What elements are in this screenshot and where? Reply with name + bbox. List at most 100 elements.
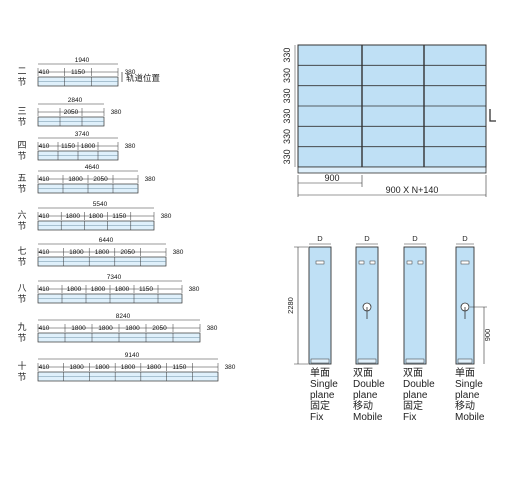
row-label-char: 四 [17,140,26,150]
caption-line: 移动 [455,401,475,412]
segment-dim-value: 380 [125,69,136,76]
handle-height-value: 900 [483,329,492,342]
segment-dim-value: 2050 [93,176,108,183]
total-dim-value: 7340 [107,274,122,281]
segment-dim-value: 1150 [112,213,126,220]
total-dim-value: 6440 [99,237,114,244]
depth-label: D [364,234,370,243]
segment-dim-value: 410 [39,143,50,150]
depth-label: D [412,234,418,243]
segment-dim-value: 1800 [89,213,104,220]
total-dim-value: 4640 [85,164,100,171]
row-label-char: 十 [17,360,26,371]
segment-dim-value: 1800 [98,325,113,332]
unit-caption-double-fix: 双面 Double plane 固定 Fix [403,368,435,423]
row-label-char: 六 [17,209,26,220]
segment-dim-value: 2050 [152,325,167,332]
caption-line: 单面 [310,368,330,379]
segment-dim-value: 1800 [125,325,140,332]
caption-line: Single [455,379,483,390]
segment-dim-value: 1800 [67,286,82,293]
segment-dim-value: 1800 [95,364,110,371]
row-label-char: 节 [17,77,26,87]
cabinet-base [297,166,487,174]
segment-dim-value: 1800 [69,364,84,371]
slot-icon [460,260,470,265]
segment-dim-value: 380 [161,213,172,220]
row-label-char: 七 [17,246,26,256]
segment-dim-value: 1800 [66,213,81,220]
unit-caption-single-fix: 单面 Single plane 固定 Fix [310,368,338,423]
caption-line: plane [403,390,428,401]
caption-line: 固定 [310,401,330,412]
segment-dim-value: 410 [39,364,50,371]
segment-dim-value: 1800 [146,364,161,371]
caption-line: Mobile [455,412,485,423]
row-label-char: 节 [17,333,26,343]
caption-line: 移动 [353,401,373,412]
row-height-label: 330 [282,48,292,63]
total-dim-value: 8240 [116,313,131,320]
rail-note-text: 轨道位置 [126,73,161,83]
segment-dim-value: 2050 [64,109,79,116]
row-label-char: 节 [17,117,26,127]
drive-handle-icon [489,109,496,122]
side-base [357,358,377,364]
segment-dim-value: 410 [39,286,50,293]
slot-icon [417,260,424,265]
segment-dim-value: 1800 [115,286,130,293]
total-dim-value: 1940 [75,57,90,64]
cabinet-side-panel [308,246,332,365]
total-dim-value: 9140 [125,352,140,359]
row-label-char: 节 [17,184,26,194]
segment-dim-value: 1800 [69,249,84,256]
segment-dim-value: 1800 [121,364,136,371]
overall-width-value: 900 X N+140 [386,185,439,195]
segment-dim-value: 380 [145,176,156,183]
unit-caption-single-mobile: 单面 Single plane 移动 Mobile [455,368,484,423]
row-label-char: 节 [17,372,26,382]
row-label-char: 九 [17,322,26,332]
row-label-char: 节 [17,221,26,231]
slot-icon [315,260,325,265]
row-height-label: 330 [282,88,292,103]
total-dim-value: 3740 [75,131,90,138]
segment-dim-value: 1800 [91,286,106,293]
row-label-char: 二 [17,66,26,76]
caption-line: plane [310,390,335,401]
cabinet-side-panel [403,246,427,365]
segment-dim-value: 1800 [95,249,110,256]
height-dim-value: 2280 [286,297,295,314]
segment-dim-value: 1150 [61,143,75,150]
caption-line: plane [353,390,378,401]
segment-dim-value: 380 [225,364,236,371]
segment-dim-value: 1800 [81,143,96,150]
segment-dim-value: 1150 [139,286,153,293]
segment-dim-value: 380 [173,249,184,256]
segment-dim-value: 410 [39,69,50,76]
caption-line: Single [310,379,338,390]
row-height-label: 330 [282,149,292,164]
caption-line: 双面 [353,368,373,379]
segment-dim-value: 380 [189,286,200,293]
row-height-label: 330 [282,129,292,144]
slot-icon [406,260,413,265]
caption-line: Fix [310,412,324,423]
segment-dim-value: 1150 [71,69,85,76]
segment-dim-value: 2050 [120,249,135,256]
row-label-char: 五 [17,173,26,183]
row-label-char: 三 [17,106,26,116]
segment-dim-value: 1800 [71,325,86,332]
caption-line: plane [455,390,480,401]
row-height-label: 330 [282,68,292,83]
segment-dim-value: 1150 [172,364,186,371]
module-width-value: 900 [324,173,339,183]
caption-line: 双面 [403,368,423,379]
caption-line: 固定 [403,401,423,412]
side-base [310,358,330,364]
caption-line: Fix [403,412,417,423]
total-dim-value: 2840 [68,97,83,104]
row-label-char: 节 [17,151,26,161]
